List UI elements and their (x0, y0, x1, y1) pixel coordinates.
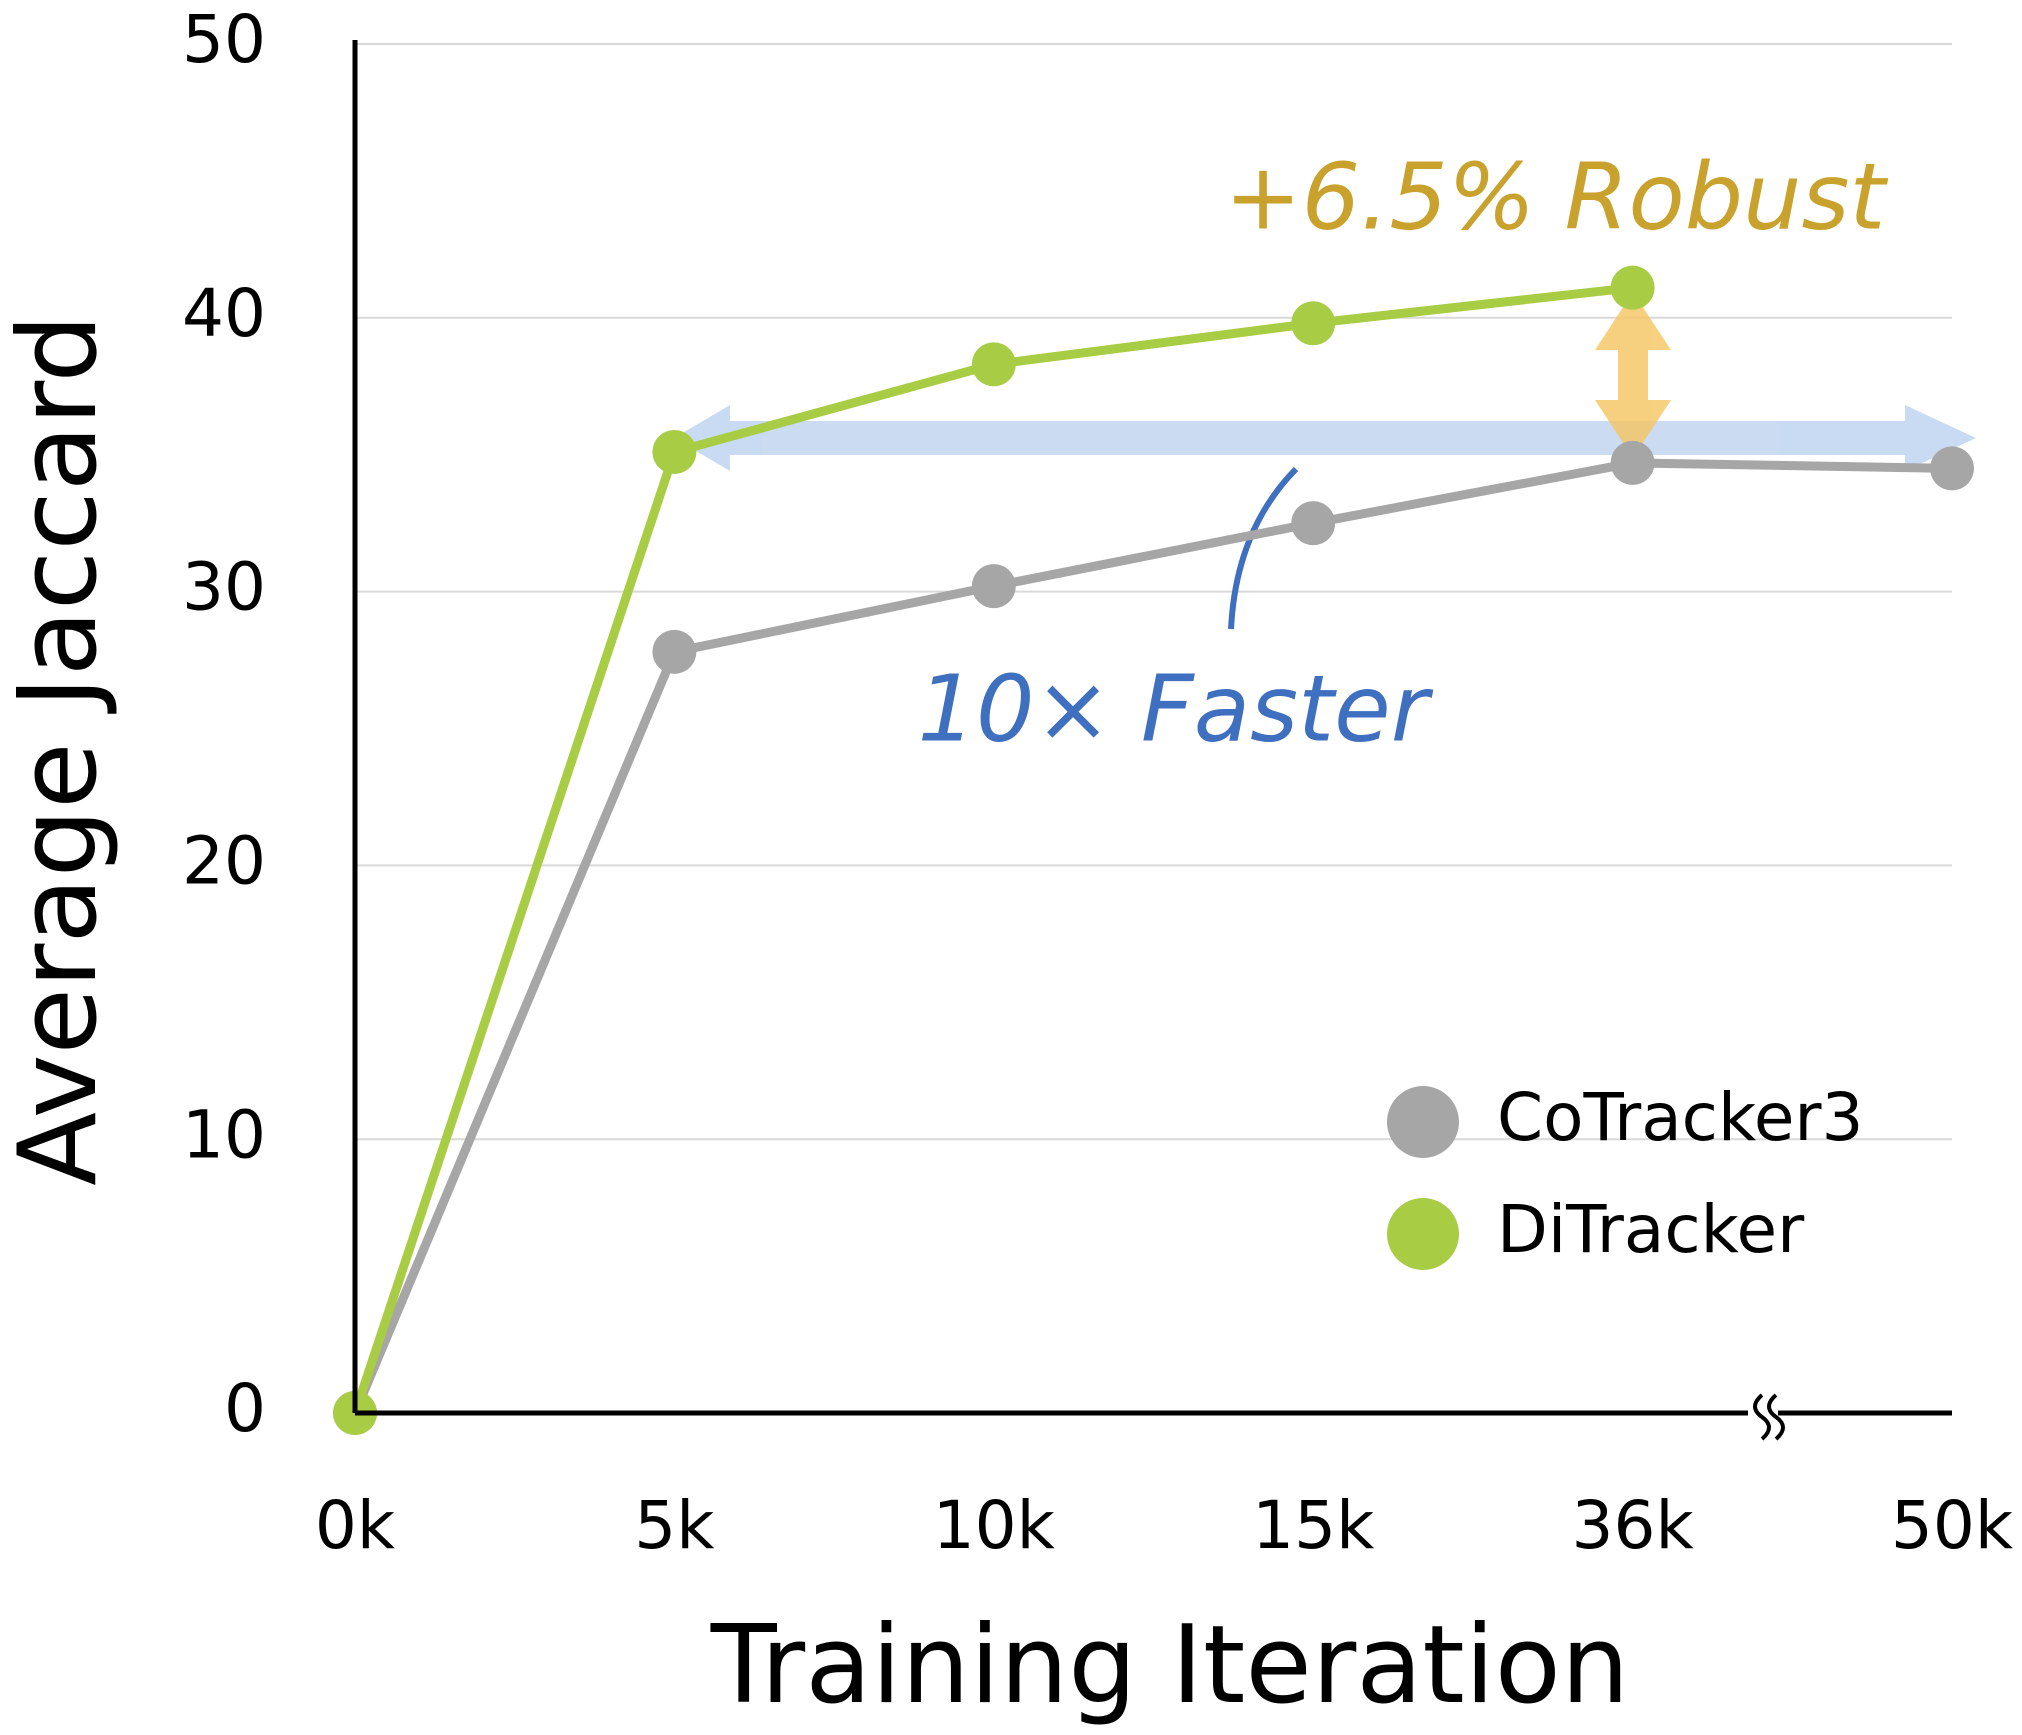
data-point (652, 629, 697, 674)
data-point (1610, 265, 1655, 310)
axis-break (1748, 1393, 1785, 1441)
x-tick-label: 0k (315, 1487, 396, 1564)
bracket (1228, 466, 1299, 630)
x-tick-label: 10k (933, 1487, 1056, 1564)
y-tick-label: 0 (224, 1370, 266, 1447)
data-point (971, 342, 1016, 387)
arrow-head (1905, 405, 1976, 471)
data-point (1291, 301, 1336, 346)
x-tick-label: 5k (634, 1487, 715, 1564)
arrow-shaft (1618, 340, 1648, 410)
series-line (350, 458, 1953, 1415)
arrow-head (674, 405, 730, 471)
x-tick-label: 15k (1252, 1487, 1375, 1564)
y-tick-label: 40 (182, 275, 266, 352)
data-point (1291, 501, 1336, 546)
annotation: +6.5% Robust (1225, 143, 1889, 250)
data-point (652, 429, 697, 474)
y-tick-label: 30 (182, 549, 266, 626)
legend-marker (1387, 1198, 1459, 1270)
plot (333, 265, 1974, 1435)
data-point (971, 564, 1016, 609)
arrow-head (1595, 400, 1671, 458)
y-tick-label: 20 (182, 822, 266, 899)
x-tick-label: 50k (1891, 1487, 2014, 1564)
faster-arrow (674, 405, 1976, 471)
legend-label: CoTracker3 (1497, 1079, 1864, 1156)
legend-label: DiTracker (1497, 1191, 1805, 1268)
robust-arrow (1595, 292, 1671, 458)
legend-marker (1387, 1086, 1459, 1158)
arrow-head (1595, 292, 1671, 350)
annotation: 10× Faster (917, 655, 1433, 762)
arrow-shaft (720, 421, 1910, 455)
y-tick-label: 50 (182, 1, 266, 78)
data-point (1610, 440, 1655, 485)
y-tick-label: 10 (182, 1096, 266, 1173)
x-axis-label: Training Iteration (710, 1603, 1630, 1728)
data-point (1930, 446, 1974, 491)
y-axis-label: Average Jaccard (0, 314, 121, 1186)
x-tick-label: 36k (1571, 1487, 1694, 1564)
